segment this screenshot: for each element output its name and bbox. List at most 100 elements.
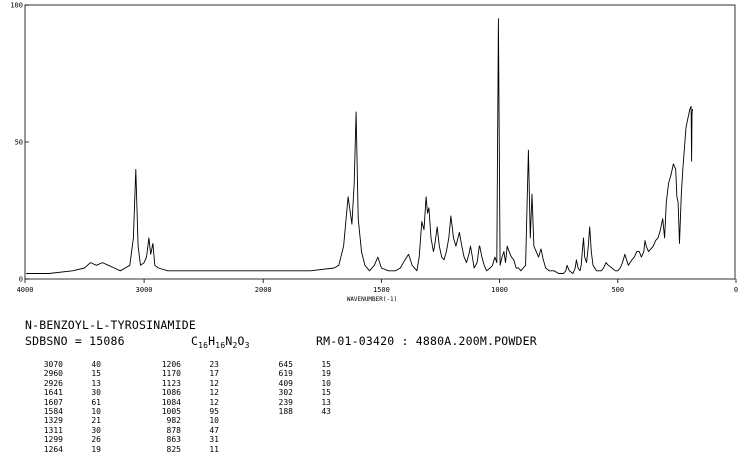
peak-row: 1311 30 — [15, 426, 101, 435]
peak-intensity: 10 — [91, 406, 101, 416]
x-tick-label: 0 — [734, 286, 738, 294]
peak-intensity: 19 — [321, 369, 331, 379]
measurement-conditions: RM-01-03420 : 4880A.200M.POWDER — [316, 334, 537, 348]
peak-row: 1264 19 — [15, 445, 101, 454]
peak-row: 2960 15 — [15, 369, 101, 378]
peak-wavenumber: 1170 — [161, 369, 181, 379]
peak-wavenumber: 982 — [166, 416, 181, 426]
peak-row: 982 10 — [133, 416, 219, 425]
peak-row: 3070 40 — [15, 360, 101, 369]
peak-row: 619 19 — [245, 369, 331, 378]
peak-row: 1584 10 — [15, 407, 101, 416]
peak-wavenumber: 1311 — [43, 425, 63, 435]
peak-intensity: 23 — [209, 360, 219, 369]
peak-wavenumber: 619 — [278, 369, 293, 379]
peak-intensity: 31 — [209, 435, 219, 445]
peak-wavenumber: 188 — [278, 406, 293, 416]
y-tick-label: 0 — [19, 276, 23, 284]
peak-row: 302 15 — [245, 388, 331, 397]
peak-wavenumber: 1086 — [161, 388, 181, 398]
peak-wavenumber: 2926 — [43, 378, 63, 388]
peak-intensity: 43 — [321, 406, 331, 416]
peak-row: 1641 30 — [15, 388, 101, 397]
y-tick-label: 100 — [10, 2, 23, 10]
peak-wavenumber: 1084 — [161, 397, 181, 407]
formula-subscript: 16 — [198, 341, 209, 350]
formula-element: H — [208, 334, 216, 348]
peak-intensity: 47 — [209, 425, 219, 435]
x-tick-label: 3000 — [136, 286, 153, 294]
spectrum-chart: 0 50 100 4000 3000 2000 1500 1000 500 0 WAVENUMB… — [10, 2, 738, 304]
peak-intensity: 13 — [321, 397, 331, 407]
peak-row: 1084 12 — [133, 398, 219, 407]
peak-intensity: 10 — [321, 378, 331, 388]
peak-wavenumber: 302 — [278, 388, 293, 398]
x-axis: 4000 3000 2000 1500 1000 500 0 — [17, 279, 738, 294]
formula-subscript: 16 — [215, 341, 226, 350]
peak-intensity: 12 — [209, 388, 219, 398]
peak-table-column: 1206 23 1170 17 1123 12 1086 12 1084 12 1005 95 982 1… — [133, 360, 219, 454]
peak-row: 188 43 — [245, 407, 331, 416]
peak-intensity: 30 — [91, 425, 101, 435]
peak-intensity: 12 — [209, 378, 219, 388]
peak-intensity: 95 — [209, 406, 219, 416]
peak-wavenumber: 863 — [166, 435, 181, 445]
peak-intensity: 15 — [321, 388, 331, 398]
peak-row: 1299 26 — [15, 435, 101, 444]
peak-row: 1086 12 — [133, 388, 219, 397]
peak-wavenumber: 1299 — [43, 435, 63, 445]
peak-intensity: 15 — [321, 360, 331, 369]
peak-wavenumber: 409 — [278, 378, 293, 388]
peak-intensity: 11 — [209, 444, 219, 454]
peak-wavenumber: 1329 — [43, 416, 63, 426]
peak-intensity: 19 — [91, 444, 101, 454]
peak-row: 1206 23 — [133, 360, 219, 369]
peak-wavenumber: 1264 — [43, 444, 63, 454]
peak-wavenumber: 1584 — [43, 406, 63, 416]
peak-row: 2926 13 — [15, 379, 101, 388]
peak-row: 1607 61 — [15, 398, 101, 407]
peak-row: 878 47 — [133, 426, 219, 435]
x-axis-title: WAVENUMBER(-1) — [347, 296, 398, 303]
formula-element: N — [225, 334, 233, 348]
peak-wavenumber: 825 — [166, 444, 181, 454]
peak-wavenumber: 1641 — [43, 388, 63, 398]
peak-intensity: 13 — [91, 378, 101, 388]
x-tick-label: 1500 — [373, 286, 390, 294]
peak-wavenumber: 239 — [278, 397, 293, 407]
formula-subscript: 2 — [232, 341, 238, 350]
plot-frame — [24, 4, 736, 280]
x-tick-label: 2000 — [255, 286, 272, 294]
x-tick-label: 4000 — [17, 286, 34, 294]
peak-table-column: 645 15 619 19 409 10 302 15 239 13 188 43 — [245, 360, 331, 416]
x-tick-label: 500 — [611, 286, 624, 294]
formula-element: C — [191, 334, 199, 348]
molecular-formula: C16H16N2O3 — [191, 334, 250, 350]
peak-wavenumber: 1206 — [161, 360, 181, 369]
peak-row: 863 31 — [133, 435, 219, 444]
peak-intensity: 40 — [91, 360, 101, 369]
peak-wavenumber: 645 — [278, 360, 293, 369]
y-tick-label: 50 — [15, 139, 23, 147]
x-tick-label: 1000 — [491, 286, 508, 294]
peak-intensity: 30 — [91, 388, 101, 398]
y-axis: 0 50 100 — [10, 2, 29, 284]
peak-intensity: 12 — [209, 397, 219, 407]
peak-row: 1170 17 — [133, 369, 219, 378]
sdbs-number: SDBSNO = 15086 — [25, 334, 125, 348]
spectrum-line — [26, 18, 693, 274]
peak-row: 1329 21 — [15, 416, 101, 425]
peak-intensity: 17 — [209, 369, 219, 379]
peak-row: 1005 95 — [133, 407, 219, 416]
formula-subscript: 3 — [244, 341, 250, 350]
peak-intensity: 61 — [91, 397, 101, 407]
peak-row: 1123 12 — [133, 379, 219, 388]
peak-row: 825 11 — [133, 445, 219, 454]
peak-wavenumber: 878 — [166, 425, 181, 435]
peak-wavenumber: 3070 — [43, 360, 63, 369]
peak-wavenumber: 2960 — [43, 369, 63, 379]
peak-wavenumber: 1123 — [161, 378, 181, 388]
peak-row: 645 15 — [245, 360, 331, 369]
peak-intensity: 10 — [209, 416, 219, 426]
peak-intensity: 21 — [91, 416, 101, 426]
